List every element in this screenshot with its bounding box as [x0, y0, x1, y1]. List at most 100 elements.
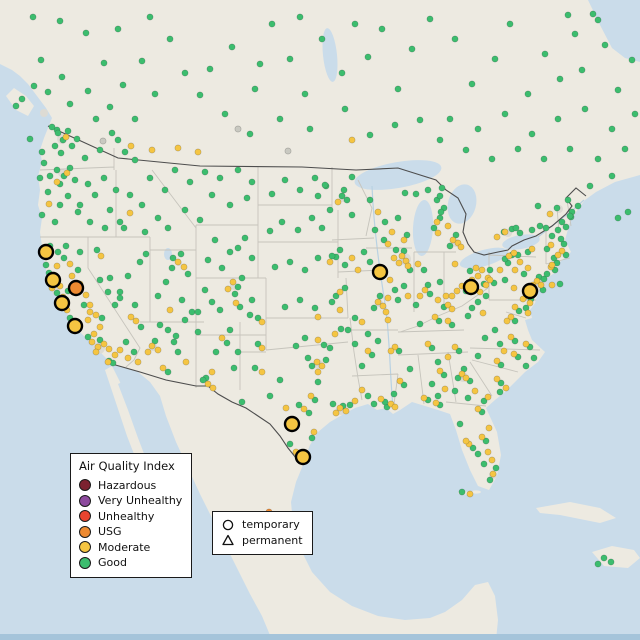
- station-dot-moderate: [154, 346, 162, 354]
- legend-item-moderate: Moderate: [79, 540, 182, 556]
- station-dot-good: [106, 206, 114, 214]
- station-dot-good: [286, 440, 294, 448]
- station-dot-good: [53, 166, 61, 174]
- station-dot-moderate: [166, 306, 174, 314]
- florida-keys: [471, 490, 481, 494]
- station-dot-good: [428, 380, 436, 388]
- station-dot-moderate: [382, 308, 390, 316]
- station-dot-good: [366, 258, 374, 266]
- station-dot-good: [212, 348, 220, 356]
- station-dot-moderate: [488, 456, 496, 464]
- station-dot-good: [497, 361, 505, 369]
- station-dot-good: [574, 202, 582, 210]
- station-dot-good: [496, 388, 504, 396]
- station-dot-moderate: [82, 291, 90, 299]
- station-dot-good: [142, 250, 150, 258]
- station-dot-good: [374, 337, 382, 345]
- station-dot-moderate: [391, 343, 399, 351]
- station-dot-good: [234, 283, 242, 291]
- station-dot-good: [426, 290, 434, 298]
- station-dot-moderate: [503, 317, 511, 325]
- station-dot-moderate: [318, 362, 326, 370]
- station-dot-good: [62, 242, 70, 250]
- station-dot-moderate: [434, 296, 442, 304]
- map-bottom-edge: [0, 634, 640, 640]
- station-dot-good: [93, 246, 101, 254]
- station-dot-moderate: [314, 313, 322, 321]
- station-dot-good: [206, 65, 214, 73]
- station-dot-good: [106, 103, 114, 111]
- station-dot-moderate: [390, 254, 398, 262]
- station-dot-good: [557, 235, 565, 243]
- station-dot-good: [530, 354, 538, 362]
- station-dot-moderate: [548, 281, 556, 289]
- station-dot-good: [204, 256, 212, 264]
- station-dot-good: [416, 116, 424, 124]
- station-dot-moderate: [493, 357, 501, 365]
- station-dot-good: [451, 35, 459, 43]
- station-dot-good: [464, 394, 472, 402]
- station-dot-moderate: [96, 323, 104, 331]
- station-dot-moderate: [505, 252, 513, 260]
- station-dot-good: [394, 214, 402, 222]
- station-dot-good: [601, 41, 609, 49]
- station-dot-good: [454, 374, 462, 382]
- highlighted-station-moderate-temporary: [521, 282, 539, 300]
- station-dot-good: [341, 105, 349, 113]
- station-dot-moderate: [462, 437, 470, 445]
- station-dot-good: [138, 57, 146, 65]
- station-dot-good: [51, 218, 59, 226]
- legend-item-permanent: permanent: [221, 533, 303, 549]
- legend-label-temporary: temporary: [242, 518, 300, 531]
- station-dot-moderate: [358, 318, 366, 326]
- highlighted-station-moderate-temporary: [37, 243, 55, 261]
- station-dot-moderate: [489, 470, 497, 478]
- station-dot-good: [44, 88, 52, 96]
- station-dot-good: [578, 66, 586, 74]
- station-dot-good: [466, 267, 474, 275]
- station-dot-good: [624, 208, 632, 216]
- station-dot-moderate: [374, 298, 382, 306]
- station-dot-good: [56, 17, 64, 25]
- station-dot-good: [554, 226, 562, 234]
- station-dot-good: [208, 298, 216, 306]
- station-dot-moderate: [516, 258, 524, 266]
- station-dot-good: [320, 341, 328, 349]
- station-dot-good: [566, 145, 574, 153]
- station-dot-good: [108, 129, 116, 137]
- station-dot-moderate: [348, 136, 356, 144]
- station-dot-good: [436, 278, 444, 286]
- very-unhealthy-swatch: [79, 494, 91, 507]
- station-dot-moderate: [519, 295, 527, 303]
- highlighted-station-moderate-temporary: [44, 271, 62, 289]
- station-dot-good: [486, 476, 494, 484]
- station-dot-good: [164, 368, 172, 376]
- station-dot-good: [201, 286, 209, 294]
- great-salt-lake: [164, 248, 172, 260]
- station-dot-good: [286, 55, 294, 63]
- station-dot-good: [81, 154, 89, 162]
- station-dot-good: [111, 301, 119, 309]
- us-mexico-border: [111, 363, 304, 465]
- station-dot-good: [84, 180, 92, 188]
- station-dot-good: [100, 174, 108, 182]
- station-dot-moderate: [414, 260, 422, 268]
- station-dot-good: [594, 560, 602, 568]
- station-dot-moderate: [479, 309, 487, 317]
- station-dot-moderate: [348, 254, 356, 262]
- station-dot-unknown: [99, 137, 107, 145]
- station-dot-moderate: [351, 397, 359, 405]
- station-dot-good: [172, 332, 180, 340]
- station-dot-good: [516, 229, 524, 237]
- station-dot-good: [351, 314, 359, 322]
- station-dot-good: [480, 460, 488, 468]
- station-dot-good: [343, 196, 351, 204]
- station-dot-good: [51, 142, 59, 150]
- station-dot-good: [170, 338, 178, 346]
- station-dot-good: [12, 102, 20, 110]
- station-dot-good: [268, 190, 276, 198]
- station-dot-good: [338, 69, 346, 77]
- station-dot-good: [614, 214, 622, 222]
- station-dot-moderate: [68, 272, 76, 280]
